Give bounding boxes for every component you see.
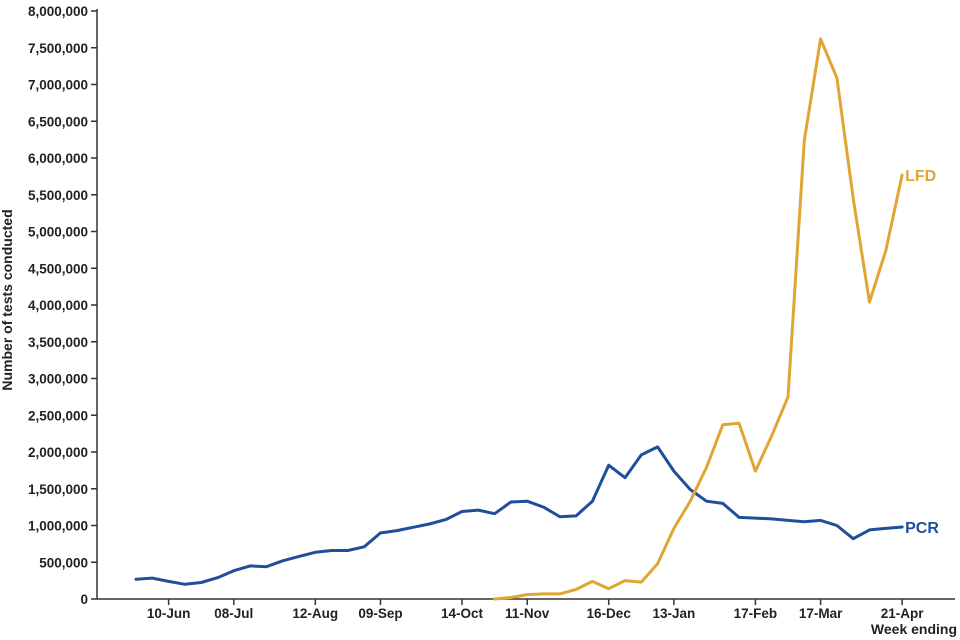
y-tick-label: 7,000,000 xyxy=(28,78,88,93)
y-tick-label: 7,500,000 xyxy=(28,41,88,56)
series-label-lfd: LFD xyxy=(905,168,936,185)
x-tick-label: 17-Mar xyxy=(799,606,843,621)
x-tick-label: 11-Nov xyxy=(505,606,550,621)
y-tick-label: 6,000,000 xyxy=(28,151,88,166)
x-tick-label: 14-Oct xyxy=(441,606,484,621)
y-tick-label: 8,000,000 xyxy=(28,4,88,19)
x-tick-label: 13-Jan xyxy=(653,606,696,621)
y-tick-label: 1,000,000 xyxy=(28,519,88,534)
x-tick-label: 17-Feb xyxy=(734,606,778,621)
x-axis-title: Week ending xyxy=(871,621,957,637)
x-tick-label: 09-Sep xyxy=(358,606,402,621)
series-line-pcr xyxy=(134,445,904,586)
x-tick-label: 10-Jun xyxy=(147,606,191,621)
y-tick-label: 4,500,000 xyxy=(28,261,88,276)
series-layer xyxy=(134,37,904,601)
y-tick-label: 6,500,000 xyxy=(28,114,88,129)
series-label-pcr: PCR xyxy=(905,520,939,537)
y-tick-label: 3,000,000 xyxy=(28,372,88,387)
x-tick-label: 12-Aug xyxy=(292,606,338,621)
y-axis-title: Number of tests conducted xyxy=(0,209,15,390)
series-line-lfd xyxy=(493,37,904,601)
y-tick-label: 500,000 xyxy=(39,555,88,570)
series-label-layer: PCR LFD xyxy=(905,168,939,537)
y-tick-label: 2,000,000 xyxy=(28,445,88,460)
y-axis: 0 500,000 1,000,000 1,500,000 2,000,000 2,500… xyxy=(28,4,98,607)
y-tick-label: 5,000,000 xyxy=(28,225,88,240)
y-tick-label: 1,500,000 xyxy=(28,482,88,497)
y-tick-label: 5,500,000 xyxy=(28,188,88,203)
x-tick-label: 08-Jul xyxy=(214,606,253,621)
y-tick-label: 2,500,000 xyxy=(28,408,88,423)
x-axis: 10-Jun 08-Jul 12-Aug 09-Sep 14-Oct 11-Nov 16-D… xyxy=(97,598,955,621)
y-tick-label: 3,500,000 xyxy=(28,335,88,350)
y-tick-label: 4,000,000 xyxy=(28,298,88,313)
x-tick-label: 21-Apr xyxy=(881,606,925,621)
y-tick-label: 0 xyxy=(80,592,88,607)
x-tick-label: 16-Dec xyxy=(587,606,632,621)
